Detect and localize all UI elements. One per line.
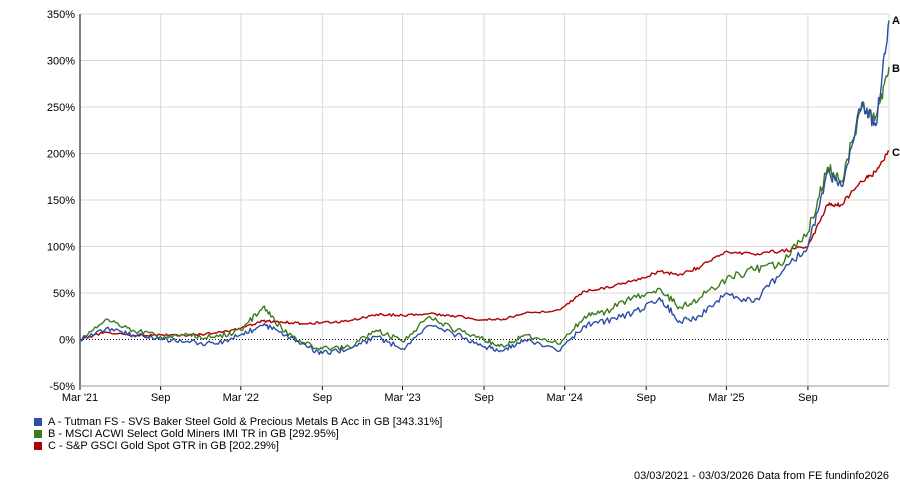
legend-item-a: A - Tutman FS - SVS Baker Steel Gold & P… [34,416,442,428]
x-tick-label: Sep [798,392,818,404]
y-tick-label: 0% [59,335,75,347]
legend-label-c: C - S&P GSCI Gold Spot GTR in GB [202.29… [48,440,279,452]
x-tick-label: Mar '23 [384,392,420,404]
legend-swatch-a [34,418,42,426]
x-tick-label: Sep [151,392,171,404]
x-tick-label: Sep [474,392,494,404]
x-tick-label: Mar '22 [223,392,259,404]
x-tick-label: Mar '21 [62,392,98,404]
y-tick-label: 300% [47,56,75,68]
chart: 350% 300% 250% 200% 150% 100% 50% 0% -50%Mar '21… [47,9,900,404]
legend-label-b: B - MSCI ACWI Select Gold Miners IMI TR … [48,428,339,440]
legend: A - Tutman FS - SVS Baker Steel Gold & P… [34,416,442,452]
series-end-label-a: A [892,15,900,27]
legend-swatch-b [34,430,42,438]
series-end-label-b: B [892,63,900,75]
series-line-c [80,150,890,341]
x-tick-label: Mar '25 [708,392,744,404]
legend-item-c: C - S&P GSCI Gold Spot GTR in GB [202.29… [34,440,442,452]
date-range-source-note: 03/03/2021 - 03/03/2026 Data from FE fun… [633,470,889,482]
legend-item-b: B - MSCI ACWI Select Gold Miners IMI TR … [34,428,442,440]
legend-label-a: A - Tutman FS - SVS Baker Steel Gold & P… [48,416,443,428]
y-tick-label: 200% [47,149,75,161]
y-tick-label: 350% [47,9,75,21]
legend-swatch-c [34,442,42,450]
y-tick-label: 250% [47,102,75,114]
series-line-a [79,20,890,355]
x-tick-label: Sep [313,392,333,404]
y-tick-label: -50% [49,381,75,393]
series-end-label-c: C [892,147,900,159]
y-tick-label: 100% [47,242,75,254]
series-line-b [79,66,890,351]
y-tick-label: 150% [47,195,75,207]
x-tick-label: Mar '24 [547,392,583,404]
x-tick-label: Sep [636,392,656,404]
y-tick-label: 50% [53,288,75,300]
